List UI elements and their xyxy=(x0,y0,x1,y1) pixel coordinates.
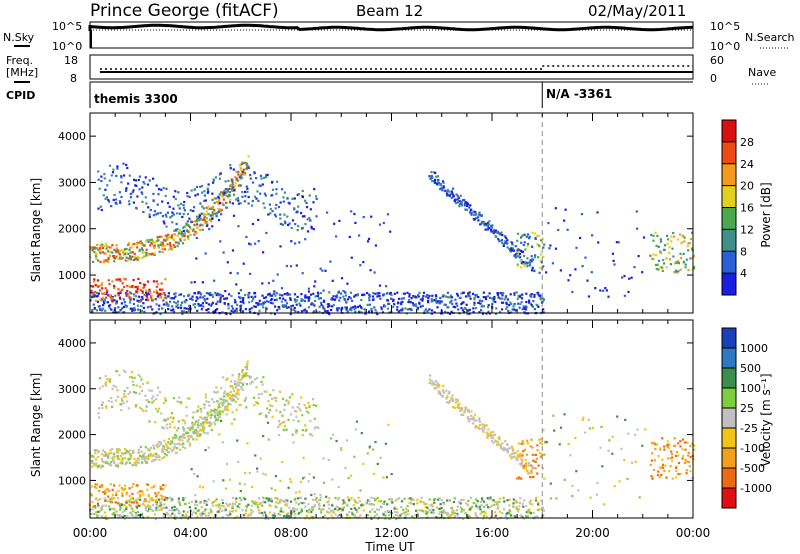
power-ylabel: Slant Range [km] xyxy=(29,178,43,282)
velocity-ylabel: Slant Range [km] xyxy=(29,373,43,477)
velocity-colorbar-tick-label: -25 xyxy=(740,422,758,435)
velocity-ytick-label: 3000 xyxy=(58,383,86,396)
nave-label: Nave xyxy=(748,66,776,79)
power-colorbar-label: Power [dB] xyxy=(759,182,773,247)
scatter-layer xyxy=(88,155,696,521)
time-xlabel: Time UT xyxy=(364,540,415,554)
power-colorbar-segment xyxy=(722,120,736,142)
velocity-ytick-label: 1000 xyxy=(58,474,86,487)
power-colorbar-segment xyxy=(722,229,736,252)
velocity-colorbar-tick-label: -500 xyxy=(740,462,765,475)
velocity-heatmap-cells xyxy=(88,360,696,521)
cpid-label: CPID xyxy=(6,89,35,102)
velocity-colorbar-segment xyxy=(722,388,736,408)
time-xtick-label: 20:00 xyxy=(575,526,610,540)
velocity-colorbar-segment xyxy=(722,328,736,348)
velocity-colorbar-label: Velocity [m s⁻¹] xyxy=(759,373,773,466)
velocity-colorbar-tick-label: -100 xyxy=(740,442,765,455)
velocity-colorbar-tick-label: -1000 xyxy=(740,482,772,495)
nsky-tick-bottom-right: 10^0 xyxy=(710,40,740,53)
velocity-colorbar-segment xyxy=(722,428,736,448)
nsky-tick-bottom-left: 10^0 xyxy=(52,40,82,53)
time-xtick-label: 00:00 xyxy=(73,526,108,540)
power-colorbar-segment xyxy=(722,185,736,208)
freq-tick-top: 18 xyxy=(64,54,78,67)
time-xtick-label: 04:00 xyxy=(173,526,208,540)
velocity-colorbar-tick-label: 500 xyxy=(740,362,761,375)
power-ytick-label: 4000 xyxy=(58,130,86,143)
nave-tick-top: 60 xyxy=(710,54,724,67)
velocity-colorbar-segment xyxy=(722,348,736,368)
velocity-colorbar-tick-label: 25 xyxy=(740,402,754,415)
power-colorbar-segment xyxy=(722,163,736,186)
power-colorbar-tick-label: 16 xyxy=(740,202,754,215)
power-colorbar-segment xyxy=(722,207,736,230)
power-colorbar-tick-label: 28 xyxy=(740,136,754,149)
freq-label-line1: Freq. xyxy=(6,54,33,67)
power-colorbar-tick-label: 4 xyxy=(740,267,747,280)
velocity-ytick-label: 4000 xyxy=(58,337,86,350)
velocity-colorbar-segment xyxy=(722,408,736,428)
velocity-panel-frame xyxy=(89,319,694,519)
beam-title: Beam 12 xyxy=(356,2,423,20)
velocity-colorbar-segment xyxy=(722,468,736,488)
nsky-label: N.Sky xyxy=(3,31,35,44)
power-ytick-label: 2000 xyxy=(58,223,86,236)
velocity-ytick-label: 2000 xyxy=(58,429,86,442)
nave-tick-bottom: 0 xyxy=(710,72,717,85)
power-colorbar-tick-label: 12 xyxy=(740,223,754,236)
time-xtick-label: 12:00 xyxy=(374,526,409,540)
velocity-colorbar-segment xyxy=(722,368,736,388)
velocity-colorbar-tick-label: 1000 xyxy=(740,342,768,355)
power-colorbar-tick-label: 20 xyxy=(740,180,754,193)
cpid-entry-1: themis 3300 xyxy=(94,92,178,106)
cpid-entry-2: N/A -3361 xyxy=(546,87,612,101)
freq-strip-frame xyxy=(89,54,694,80)
power-colorbar: 4 8 12 16 20 24 28 xyxy=(721,119,754,296)
power-colorbar-tick-label: 8 xyxy=(740,245,747,258)
time-xtick-label: 00:00 xyxy=(676,526,711,540)
power-colorbar-tick-label: 24 xyxy=(740,158,754,171)
freq-label-line2: [MHz] xyxy=(6,66,38,79)
time-xtick-label: 16:00 xyxy=(475,526,510,540)
velocity-colorbar-segment xyxy=(722,488,736,508)
power-ytick-label: 3000 xyxy=(58,176,86,189)
ticks-layer: 1000 2000 3000 4000 1000 2000 3000 4000 00:00 04:… xyxy=(58,113,710,540)
nsearch-label: N.Search xyxy=(745,31,795,44)
power-colorbar-segment xyxy=(722,141,736,164)
time-xtick-label: 08:00 xyxy=(274,526,309,540)
freq-tick-bottom: 8 xyxy=(70,72,77,85)
power-colorbar-segment xyxy=(722,273,736,295)
velocity-colorbar-segment xyxy=(722,448,736,468)
station-title: Prince George (fitACF) xyxy=(90,1,279,21)
velocity-colorbar-frame xyxy=(721,327,737,509)
velocity-colorbar: 1000 500 100 25 -25 -100 -500 -1000 xyxy=(721,327,772,509)
power-ytick-label: 1000 xyxy=(58,269,86,282)
date-title: 02/May/2011 xyxy=(588,2,686,20)
power-heatmap-cells xyxy=(88,155,696,316)
nsky-tick-top-right: 10^5 xyxy=(710,20,740,33)
nsky-tick-top-left: 10^5 xyxy=(52,20,82,33)
velocity-colorbar-tick-label: 100 xyxy=(740,382,761,395)
power-colorbar-segment xyxy=(722,251,736,274)
